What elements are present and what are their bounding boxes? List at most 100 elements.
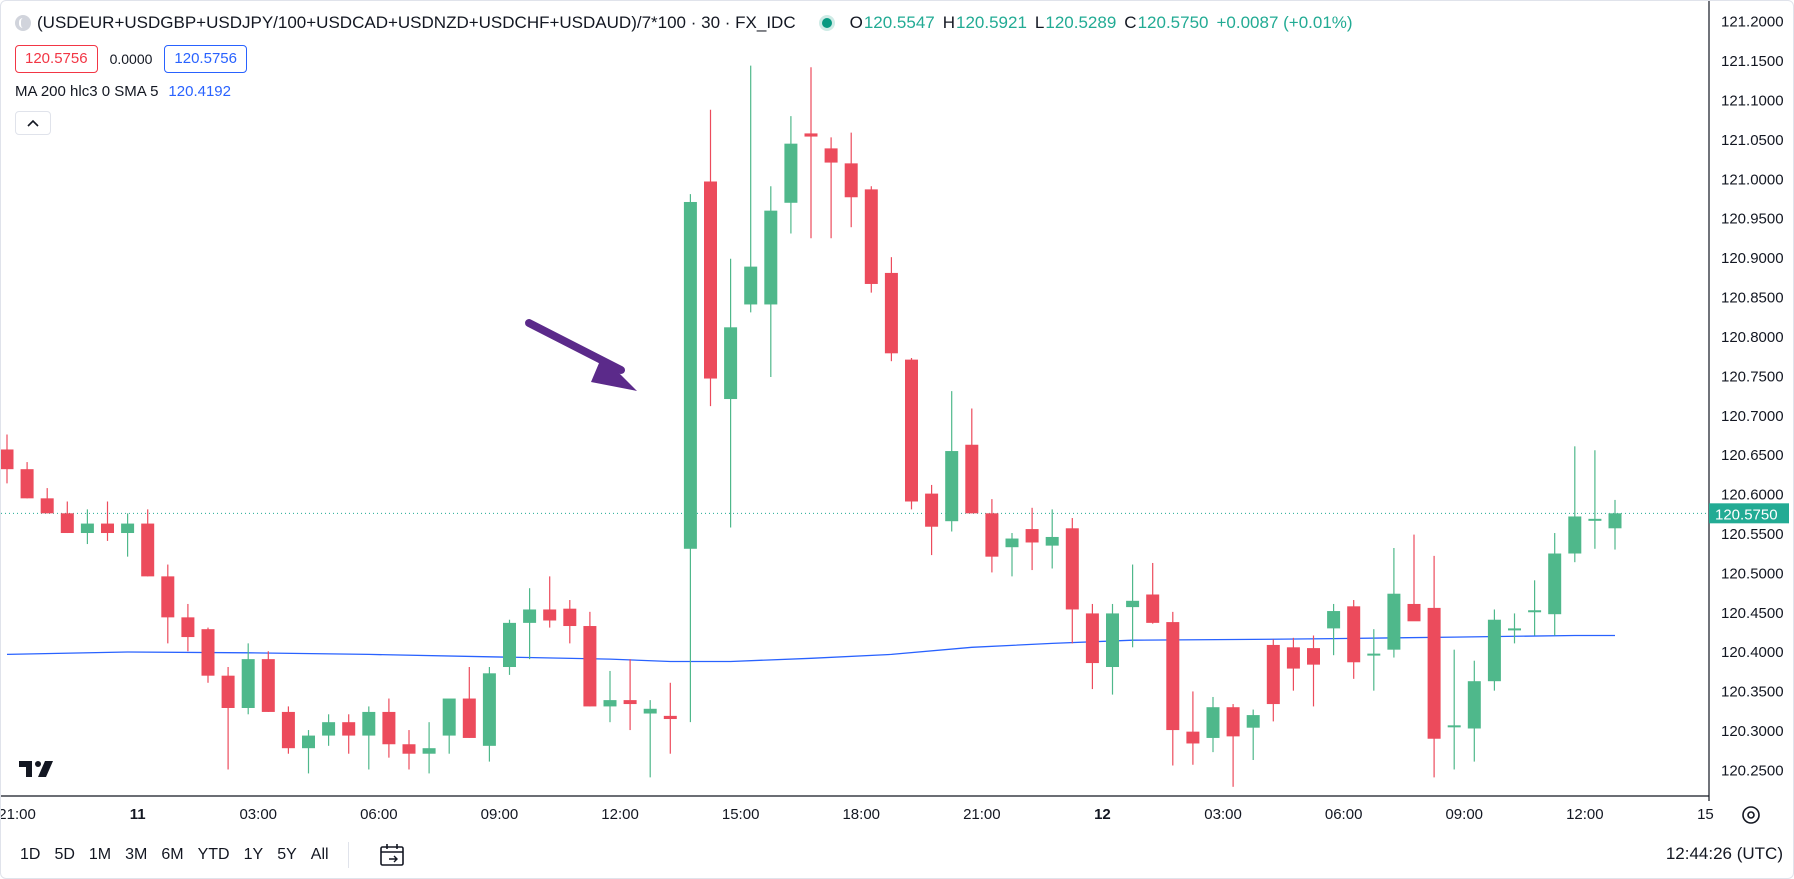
symbol-name[interactable]: (USDEUR+USDGBP+USDJPY/100+USDCAD+USDNZD+… (37, 13, 796, 32)
candle[interactable] (322, 714, 336, 746)
candle[interactable] (221, 667, 235, 770)
range-button-1y[interactable]: 1Y (243, 846, 264, 863)
candle[interactable] (1528, 580, 1542, 636)
candle[interactable] (985, 499, 999, 573)
candle[interactable] (1588, 450, 1602, 549)
candle[interactable] (1025, 507, 1039, 571)
tradingview-logo-icon[interactable] (19, 759, 59, 779)
candle[interactable] (60, 501, 74, 534)
range-button-5d[interactable]: 5D (54, 846, 75, 863)
indicator-legend[interactable]: MA 200 hlc3 0 SMA 5 120.4192 (15, 83, 231, 100)
candle[interactable] (683, 194, 697, 723)
candle[interactable] (281, 706, 295, 754)
buy-button[interactable]: 120.5756 (164, 45, 247, 73)
sell-button[interactable]: 120.5756 (15, 45, 98, 73)
candle[interactable] (704, 109, 717, 407)
candle[interactable] (241, 643, 255, 715)
candle[interactable] (1226, 704, 1240, 787)
candle[interactable] (945, 391, 959, 532)
candle[interactable] (382, 698, 396, 758)
candle[interactable] (663, 682, 677, 754)
candle[interactable] (342, 714, 356, 754)
candle[interactable] (422, 722, 436, 774)
collapse-legend-button[interactable] (15, 111, 51, 135)
candle[interactable] (1548, 533, 1562, 636)
candle[interactable] (1146, 562, 1160, 624)
candle[interactable] (1508, 613, 1521, 644)
go-to-date-icon[interactable] (377, 840, 407, 870)
candle[interactable] (161, 564, 175, 644)
candle[interactable] (884, 257, 898, 362)
candle[interactable] (844, 132, 858, 228)
candle[interactable] (965, 408, 979, 514)
candle[interactable] (482, 667, 496, 762)
indicator-label[interactable]: MA 200 hlc3 0 SMA 5 (15, 83, 159, 100)
candle[interactable] (744, 65, 758, 313)
candle[interactable] (643, 700, 657, 778)
candle[interactable] (543, 576, 557, 628)
candle[interactable] (1106, 603, 1119, 695)
candle[interactable] (864, 186, 878, 293)
candle[interactable] (603, 670, 617, 723)
candle[interactable] (1206, 696, 1220, 753)
utc-clock[interactable]: 12:44:26 (UTC) (1665, 844, 1783, 863)
candle[interactable] (121, 513, 135, 557)
candle[interactable] (1447, 649, 1461, 770)
candle[interactable] (80, 509, 94, 545)
candle[interactable] (442, 698, 456, 754)
candle[interactable] (804, 67, 818, 239)
candle[interactable] (362, 706, 376, 770)
candle[interactable] (1, 434, 14, 484)
candle[interactable] (20, 462, 34, 499)
candle[interactable] (1286, 637, 1300, 691)
candle[interactable] (784, 116, 798, 234)
candle[interactable] (261, 651, 275, 712)
candle[interactable] (764, 186, 778, 377)
candle[interactable] (905, 358, 918, 510)
candle[interactable] (503, 619, 516, 675)
candle[interactable] (1367, 629, 1381, 691)
candle[interactable] (1568, 446, 1582, 563)
candle[interactable] (1387, 547, 1401, 658)
candle[interactable] (101, 501, 114, 541)
candle[interactable] (1246, 709, 1260, 761)
candle[interactable] (1166, 611, 1180, 766)
candle[interactable] (925, 484, 939, 556)
candle[interactable] (1307, 635, 1320, 707)
range-button-5y[interactable]: 5Y (277, 846, 297, 863)
range-button-ytd[interactable]: YTD (197, 846, 230, 863)
candle[interactable] (302, 730, 315, 774)
candle[interactable] (563, 600, 577, 644)
range-button-all[interactable]: All (310, 846, 329, 863)
settings-icon[interactable] (1737, 801, 1765, 829)
candle[interactable] (201, 627, 215, 683)
candle[interactable] (1085, 603, 1099, 690)
candle[interactable] (1266, 639, 1280, 722)
candle[interactable] (181, 603, 195, 652)
candle[interactable] (462, 667, 476, 738)
candle[interactable] (1005, 533, 1019, 577)
candle[interactable] (402, 730, 416, 770)
candle[interactable] (1186, 691, 1200, 765)
candle[interactable] (1126, 564, 1140, 648)
candle[interactable] (1608, 499, 1622, 550)
candle[interactable] (724, 258, 738, 528)
candle[interactable] (1327, 603, 1341, 656)
candle[interactable] (141, 509, 155, 577)
candle[interactable] (1407, 534, 1421, 622)
candle[interactable] (40, 488, 54, 514)
candle[interactable] (1467, 660, 1481, 762)
candle[interactable] (523, 588, 537, 660)
candle[interactable] (1045, 509, 1059, 569)
range-button-3m[interactable]: 3M (125, 846, 148, 863)
candle[interactable] (1487, 609, 1501, 691)
candle[interactable] (1065, 518, 1079, 644)
candle[interactable] (1347, 600, 1361, 679)
candle[interactable] (1427, 555, 1441, 778)
market-status-icon[interactable] (821, 18, 832, 28)
range-button-1d[interactable]: 1D (20, 846, 41, 863)
candle[interactable] (824, 137, 838, 239)
candle[interactable] (583, 611, 597, 707)
range-button-6m[interactable]: 6M (161, 846, 184, 863)
